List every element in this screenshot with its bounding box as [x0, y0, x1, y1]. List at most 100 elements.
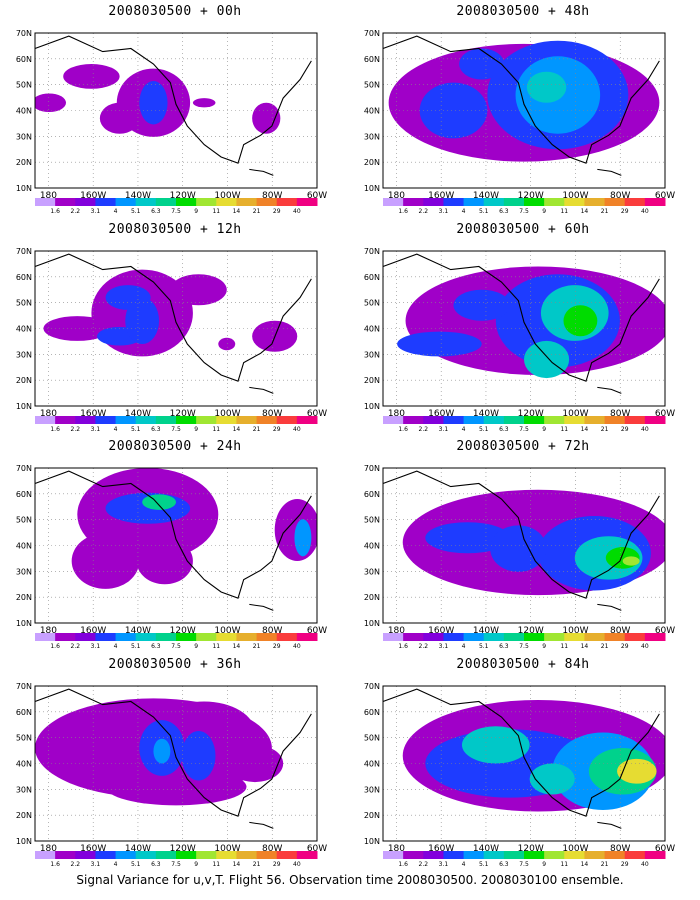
- x-tick-label: 180: [40, 626, 57, 636]
- y-tick-label: 60N: [364, 55, 380, 64]
- x-tick-label: 100W: [562, 626, 588, 636]
- colorbar-swatch: [644, 633, 666, 641]
- map-panel-60h: 2008030500 + 60h 10N 20N 30N 40N 50N 60N 70N 180…: [348, 218, 698, 438]
- x-tick-label: 180: [388, 191, 405, 201]
- variance-contour: [397, 331, 482, 357]
- x-tick-label: 160W: [80, 409, 106, 419]
- colorbar: 1.6 2.2 3.1 4 5.1 6.3 7.5 9 11 14 21 29 40: [383, 633, 666, 650]
- y-tick-label: 20N: [364, 158, 380, 167]
- colorbar-swatch: [624, 633, 646, 641]
- variance-contour: [226, 744, 284, 783]
- x-tick-label: 160W: [428, 844, 454, 854]
- colorbar-swatch: [524, 198, 545, 206]
- colorbar-swatch: [584, 851, 606, 859]
- y-tick-label: 60N: [16, 490, 32, 499]
- variance-contour: [419, 82, 488, 139]
- y-tick-label: 70N: [364, 682, 380, 691]
- variance-contour: [181, 730, 216, 781]
- map-svg: 10N 20N 30N 40N 50N 60N 70N 180 160W 140W 120W 100W…: [16, 464, 327, 650]
- map-frame: [382, 32, 666, 189]
- x-tick-label: 180: [388, 409, 405, 419]
- y-tick-label: 70N: [364, 29, 380, 38]
- colorbar-swatch: [644, 851, 666, 859]
- x-tick-label: 80W: [610, 844, 630, 854]
- colorbar-label: 3.1: [439, 208, 449, 215]
- colorbar-swatch: [463, 198, 485, 206]
- colorbar: 1.6 2.2 3.1 4 5.1 6.3 7.5 9 11 14 21 29 40: [35, 851, 318, 868]
- y-tick-label: 50N: [364, 734, 380, 743]
- colorbar-label: 2.2: [419, 861, 429, 868]
- x-tick-label: 100W: [562, 844, 588, 854]
- colorbar-swatch: [483, 198, 505, 206]
- colorbar-swatch: [256, 416, 278, 424]
- colorbar-swatch: [75, 633, 96, 641]
- map-svg: 10N 20N 30N 40N 50N 60N 70N 180 160W 140W 120W 100W…: [16, 247, 327, 433]
- map-frame: [34, 467, 318, 624]
- colorbar-label: 6.3: [151, 208, 161, 215]
- map-panel-0h: 2008030500 + 00h 10N 20N 30N 40N 50N 60N 70N 180…: [0, 0, 350, 220]
- colorbar-label: 40: [293, 861, 301, 868]
- colorbar-swatch: [135, 416, 157, 424]
- y-tick-label: 20N: [16, 593, 32, 602]
- colorbar-label: 14: [233, 426, 241, 433]
- x-tick-label: 160W: [80, 626, 106, 636]
- colorbar-swatch: [276, 851, 298, 859]
- x-tick-label: 80W: [610, 626, 630, 636]
- variance-field: [388, 40, 660, 162]
- colorbar-label: 11: [560, 861, 568, 868]
- y-tick-label: 40N: [364, 542, 380, 551]
- colorbar-label: 14: [581, 426, 589, 433]
- colorbar-swatch: [256, 633, 278, 641]
- colorbar-label: 11: [560, 208, 568, 215]
- colorbar-swatch: [35, 416, 56, 424]
- colorbar-swatch: [216, 633, 237, 641]
- variance-field: [402, 699, 665, 812]
- coastline: [382, 470, 660, 599]
- map-frame: [382, 685, 666, 842]
- colorbar-label: 4: [462, 426, 466, 433]
- x-tick-label: 120W: [170, 626, 196, 636]
- x-tick-label: 100W: [214, 844, 240, 854]
- colorbar-swatch: [584, 198, 606, 206]
- colorbar-swatch: [624, 198, 646, 206]
- colorbar-label: 2.2: [71, 208, 81, 215]
- colorbar-label: 14: [233, 208, 241, 215]
- x-tick-label: 100W: [214, 626, 240, 636]
- y-tick-label: 20N: [364, 593, 380, 602]
- colorbar-swatch: [95, 416, 117, 424]
- x-tick-label: 100W: [562, 409, 588, 419]
- variance-contour: [35, 93, 67, 113]
- colorbar-label: 5.1: [479, 643, 489, 650]
- coastline: [34, 253, 312, 382]
- map-panel-24h: 2008030500 + 24h 10N 20N 30N 40N 50N 60N 70N 180…: [0, 435, 350, 655]
- colorbar-label: 21: [601, 208, 609, 215]
- colorbar: 1.6 2.2 3.1 4 5.1 6.3 7.5 9 11 14 21 29 40: [35, 416, 318, 433]
- colorbar-swatch: [75, 198, 96, 206]
- colorbar-label: 9: [194, 643, 198, 650]
- x-tick-label: 80W: [262, 409, 282, 419]
- panel-title: 2008030500 + 72h: [456, 439, 590, 454]
- colorbar-label: 6.3: [499, 208, 509, 215]
- colorbar-label: 40: [641, 861, 649, 868]
- x-tick-label: 140W: [473, 626, 499, 636]
- colorbar-swatch: [135, 851, 157, 859]
- colorbar-label: 2.2: [71, 426, 81, 433]
- colorbar-label: 6.3: [499, 643, 509, 650]
- colorbar-label: 1.6: [50, 208, 60, 215]
- colorbar-label: 29: [621, 426, 629, 433]
- x-tick-label: 80W: [262, 191, 282, 201]
- x-tick-label: 180: [388, 844, 405, 854]
- coastline: [382, 688, 660, 817]
- y-tick-label: 10N: [364, 402, 380, 411]
- variance-contour: [99, 102, 140, 134]
- colorbar-swatch: [55, 416, 76, 424]
- colorbar-swatch: [644, 198, 666, 206]
- colorbar-swatch: [276, 198, 298, 206]
- colorbar-label: 11: [212, 643, 220, 650]
- colorbar-swatch: [423, 416, 444, 424]
- variance-contour: [136, 537, 193, 585]
- y-tick-label: 50N: [364, 299, 380, 308]
- x-tick-label: 100W: [562, 191, 588, 201]
- colorbar-label: 2.2: [71, 643, 81, 650]
- colorbar-swatch: [483, 633, 505, 641]
